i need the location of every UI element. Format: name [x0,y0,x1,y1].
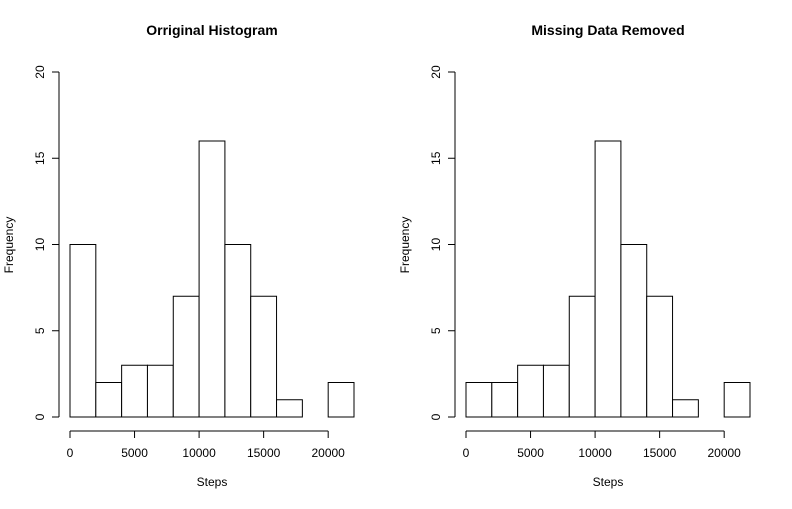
histogram-bar [517,364,544,418]
histogram-bar [172,295,200,418]
y-tick-label: 15 [33,151,47,165]
panel-missing-data-removed: Missing Data Removed Steps Frequency 0 5 1… [398,22,751,489]
histogram-bar [250,295,278,418]
bars [69,140,355,418]
y-tick-label: 10 [33,238,47,252]
histogram-bar [491,382,519,418]
histogram-bar [568,295,596,418]
histogram-bar [620,244,648,418]
y-tick-label: 0 [429,413,443,420]
histogram-bar [465,382,493,418]
y-axis-label: Frequency [398,217,412,274]
histogram-bar [95,382,123,418]
y-axis: 0 5 10 15 20 [33,65,60,420]
x-axis-label: Steps [197,475,228,489]
panel-original-histogram: Orriginal Histogram Steps Frequency 0 5 10… [2,22,355,489]
histogram-bar [542,364,570,418]
y-tick-label: 20 [429,65,443,79]
bars [465,140,751,418]
histogram-bar [69,244,97,418]
histogram-bar [646,295,674,418]
x-axis-label: Steps [593,475,624,489]
histogram-bar [594,140,622,418]
y-axis: 0 5 10 15 20 [429,65,456,420]
y-tick-label: 10 [429,238,443,252]
x-tick-label: 10000 [578,446,612,460]
histogram-bar [121,364,148,418]
x-tick-label: 20000 [311,446,345,460]
y-tick-label: 15 [429,151,443,165]
y-axis-label: Frequency [2,217,16,274]
x-axis: 0 5000 10000 15000 20000 [463,430,741,460]
y-tick-label: 20 [33,65,47,79]
chart-title: Missing Data Removed [531,22,684,38]
x-tick-label: 20000 [707,446,741,460]
y-tick-label: 5 [429,327,443,334]
y-tick-label: 5 [33,327,47,334]
histogram-bar [723,382,751,418]
x-tick-label: 15000 [643,446,677,460]
histogram-bar [276,399,303,418]
x-tick-label: 5000 [517,446,544,460]
x-tick-label: 0 [67,446,74,460]
histogram-bar [327,382,355,418]
histogram-bar [672,399,699,418]
x-tick-label: 15000 [247,446,281,460]
histogram-bar [146,364,174,418]
chart-title: Orriginal Histogram [146,22,277,38]
x-tick-label: 0 [463,446,470,460]
x-tick-label: 10000 [182,446,216,460]
histogram-bar [198,140,226,418]
histogram-bar [224,244,252,418]
x-axis: 0 5000 10000 15000 20000 [67,430,345,460]
x-tick-label: 5000 [121,446,148,460]
y-tick-label: 0 [33,413,47,420]
